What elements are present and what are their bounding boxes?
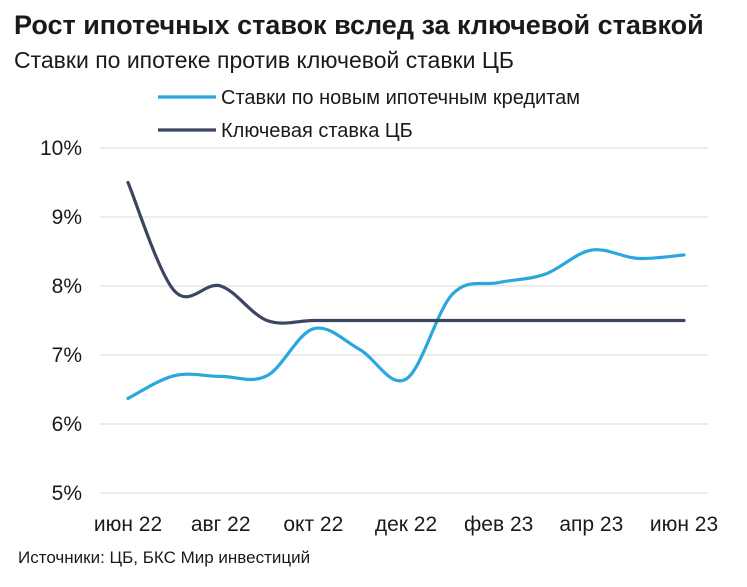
x-tick-label: апр 23: [559, 513, 623, 536]
x-tick-label: фев 23: [464, 513, 533, 536]
x-tick-label: дек 22: [375, 513, 437, 536]
y-tick-label: 10%: [40, 137, 82, 160]
legend-label: Ставки по новым ипотечным кредитам: [221, 87, 580, 109]
gridlines: [100, 147, 708, 494]
x-axis: июн 22 авг 22 окт 22 дек 22 фев 23 апр 23 июн …: [94, 513, 718, 536]
chart-subtitle: Ставки по ипотеке против ключевой ставки…: [14, 47, 514, 73]
x-tick-label: авг 22: [191, 513, 251, 536]
legend: Ставки по новым ипотечным кредитам Ключев…: [158, 87, 580, 142]
legend-label: Ключевая ставка ЦБ: [221, 120, 413, 142]
y-tick-label: 5%: [52, 482, 82, 505]
x-tick-label: июн 22: [94, 513, 162, 536]
x-tick-label: июн 23: [650, 513, 718, 536]
chart-title: Рост ипотечных ставок вслед за ключевой …: [14, 10, 704, 40]
y-tick-label: 8%: [52, 275, 82, 298]
series-lines: [126, 180, 686, 401]
source-note: Источники: ЦБ, БКС Мир инвестиций: [18, 548, 311, 567]
series-line-1: [126, 248, 686, 401]
y-tick-label: 9%: [52, 206, 82, 229]
y-tick-label: 7%: [52, 344, 82, 367]
x-tick-label: окт 22: [283, 513, 343, 536]
y-axis: 5% 6% 7% 8% 9% 10%: [40, 137, 82, 505]
series-line-2: [126, 180, 686, 325]
y-tick-label: 6%: [52, 413, 82, 436]
